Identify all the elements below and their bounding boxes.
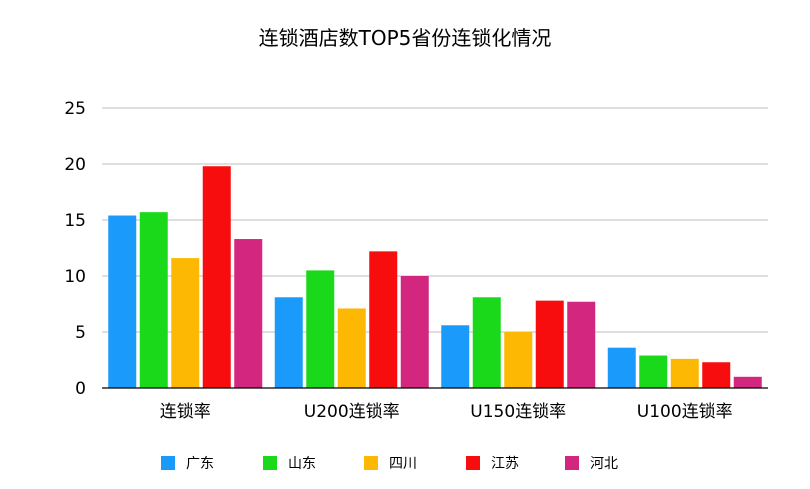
y-tick-label: 15 (64, 211, 86, 231)
bar (400, 276, 429, 388)
legend-label: 河北 (590, 456, 618, 472)
bar (441, 325, 470, 388)
y-tick-label: 10 (64, 267, 86, 287)
bar (733, 376, 762, 388)
category-label: U150连锁率 (470, 402, 566, 422)
legend-swatch (364, 456, 378, 470)
legend-swatch (161, 456, 175, 470)
bar (369, 251, 398, 388)
bar (702, 362, 731, 388)
legend: 广东 山东 四川 江苏 河北 (161, 456, 618, 472)
bar (504, 332, 533, 388)
bar (202, 166, 231, 388)
bar (274, 297, 303, 388)
legend-swatch (466, 456, 480, 470)
y-tick-label: 5 (75, 323, 86, 343)
legend-swatch (263, 456, 277, 470)
y-tick-label: 20 (64, 155, 86, 175)
bar (108, 215, 137, 388)
category-label: 连锁率 (160, 402, 211, 422)
legend-label: 四川 (389, 456, 417, 472)
bar (306, 270, 335, 388)
gridlines (102, 107, 768, 333)
bar (171, 258, 200, 388)
y-tick-label: 25 (64, 99, 86, 119)
bar (670, 358, 699, 388)
bar (607, 347, 636, 388)
category-label: U200连锁率 (304, 402, 400, 422)
bar (639, 355, 668, 388)
y-axis-ticks: 0 5 10 15 20 25 (64, 99, 86, 399)
legend-label: 山东 (288, 456, 316, 472)
legend-label: 江苏 (491, 456, 519, 472)
bar (234, 239, 263, 388)
bar (535, 300, 564, 388)
bar (567, 301, 596, 388)
bars (108, 166, 762, 388)
category-labels: 连锁率 U200连锁率 U150连锁率 U100连锁率 (160, 402, 733, 422)
category-label: U100连锁率 (637, 402, 733, 422)
bar (472, 297, 501, 388)
y-tick-label: 0 (75, 379, 86, 399)
bar (139, 212, 168, 388)
legend-swatch (565, 456, 579, 470)
chart-title: 连锁酒店数TOP5省份连锁化情况 (258, 26, 552, 50)
legend-label: 广东 (186, 456, 214, 472)
bar (337, 308, 366, 388)
